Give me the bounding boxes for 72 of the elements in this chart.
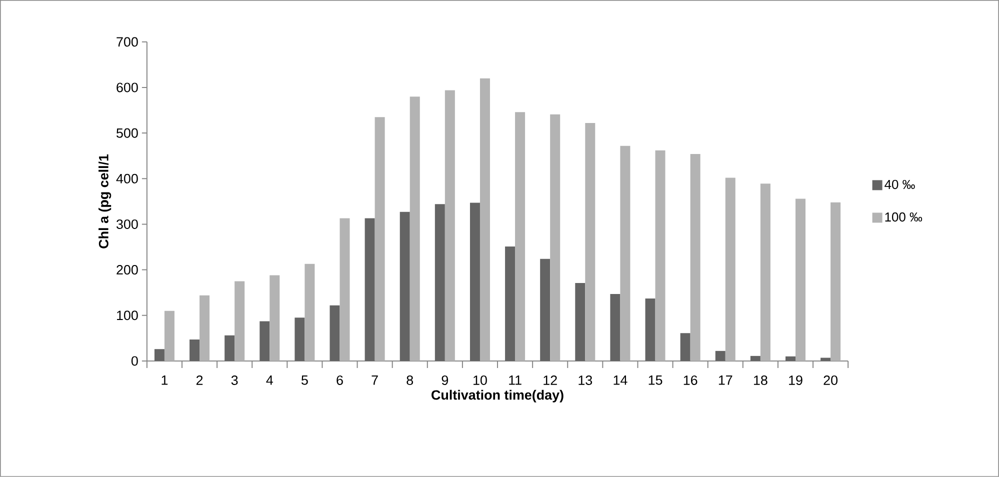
x-tick-label: 15: [648, 376, 662, 385]
bar: [820, 358, 831, 362]
y-tick-label: 0: [131, 356, 138, 366]
x-tick-label: 4: [266, 376, 273, 385]
x-tick-label: 7: [372, 376, 378, 385]
bar: [750, 356, 760, 362]
legend-label: 40 ‰: [884, 180, 915, 190]
x-tick-label: 12: [544, 376, 557, 385]
y-tick-label: 700: [116, 37, 138, 47]
x-tick-label: 5: [301, 376, 308, 385]
bar: [294, 318, 305, 362]
y-tick-label: 600: [116, 82, 138, 92]
x-tick-label: 16: [684, 376, 698, 386]
x-tick-label: 3: [231, 376, 238, 386]
y-tick-label: 200: [116, 265, 138, 275]
bar: [760, 184, 770, 362]
bar: [200, 295, 210, 362]
bar: [340, 218, 350, 362]
bar: [410, 96, 420, 362]
x-tick-label: 18: [754, 376, 768, 386]
bar: [715, 350, 726, 362]
legend-label: 100 ‰: [885, 212, 922, 222]
bar: [434, 204, 445, 362]
x-tick-label: 6: [336, 376, 343, 386]
bar: [680, 333, 690, 362]
bar: [154, 349, 164, 362]
bar: [795, 198, 806, 362]
bar: [620, 146, 630, 362]
bar: [480, 78, 490, 362]
bar: [260, 321, 270, 362]
x-tick-label: 17: [718, 376, 732, 385]
bar: [515, 112, 526, 362]
x-tick-label: 13: [578, 376, 592, 386]
bar: [645, 298, 656, 362]
bar: [400, 212, 410, 362]
bar: [505, 246, 516, 362]
y-tick-label: 400: [116, 174, 138, 184]
bar: [690, 154, 700, 362]
x-tick-label: 9: [442, 376, 448, 386]
bar: [164, 310, 174, 362]
y-tick-label: 300: [116, 220, 138, 230]
x-tick-label: 8: [406, 376, 414, 386]
x-tick-label: 2: [196, 376, 203, 385]
bar: [585, 123, 596, 362]
y-tick-label: 100: [117, 310, 138, 320]
bar: [470, 202, 480, 362]
y-axis-title: Chl a (pg cell/1: [98, 154, 112, 248]
bar: [444, 90, 455, 362]
bar: [190, 340, 200, 362]
x-tick-label: 14: [614, 376, 628, 385]
x-tick-label: 10: [474, 376, 487, 386]
x-tick-label: 20: [824, 376, 838, 386]
bar: [364, 218, 375, 362]
bar: [575, 283, 586, 362]
bar: [655, 150, 666, 362]
bar: [304, 264, 315, 362]
x-axis-title: Cultivation time(day): [432, 390, 564, 402]
bar: [374, 117, 385, 362]
x-tick-label: 11: [509, 376, 522, 385]
bar: [330, 305, 340, 362]
bar: [550, 114, 560, 362]
x-tick-label: 19: [789, 376, 802, 386]
bar: [540, 258, 550, 362]
y-tick-label: 500: [116, 128, 138, 138]
bar: [785, 356, 796, 362]
bar: [234, 281, 245, 362]
bar: [224, 335, 235, 362]
bar: [725, 178, 736, 362]
bar: [830, 202, 841, 362]
x-tick-label: 1: [162, 376, 168, 385]
bar: [270, 275, 280, 362]
bar: [610, 294, 620, 362]
